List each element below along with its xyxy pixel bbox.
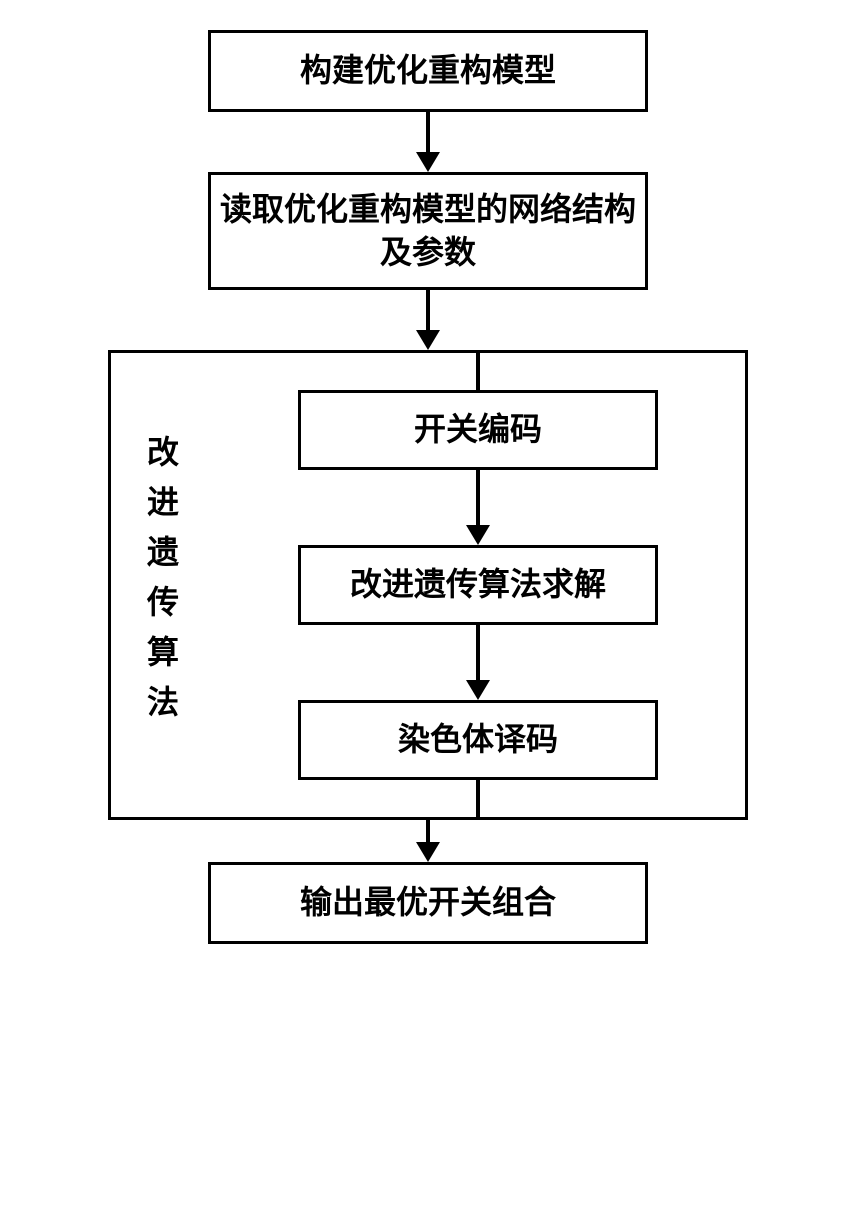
group-label-area: 改进遗传算法 xyxy=(111,353,211,817)
arrow-line xyxy=(426,290,430,330)
arrow xyxy=(416,290,440,350)
step-label: 读取优化重构模型的网络结构及参数 xyxy=(211,188,645,274)
arrow-head xyxy=(416,842,440,862)
group-label: 改进遗传算法 xyxy=(138,435,184,735)
group-content: 开关编码 改进遗传算法求解 染色体译码 xyxy=(211,353,745,817)
substep-ga-solve: 改进遗传算法求解 xyxy=(298,545,658,625)
step-read-params: 读取优化重构模型的网络结构及参数 xyxy=(208,172,648,290)
group-improved-ga: 改进遗传算法 开关编码 改进遗传算法求解 染色体译码 xyxy=(108,350,748,820)
arrow-line xyxy=(426,112,430,152)
substep-chromosome-decode: 染色体译码 xyxy=(298,700,658,780)
arrow-line xyxy=(426,820,430,842)
arrow xyxy=(416,112,440,172)
flowchart-container: 构建优化重构模型 读取优化重构模型的网络结构及参数 改进遗传算法 开关编码 改进… xyxy=(108,30,748,944)
arrow xyxy=(466,625,490,700)
step-label: 输出最优开关组合 xyxy=(300,881,556,924)
arrow-head xyxy=(416,330,440,350)
arrow-head xyxy=(466,680,490,700)
step-label: 染色体译码 xyxy=(398,718,558,761)
arrow-head xyxy=(416,152,440,172)
step-label: 开关编码 xyxy=(414,408,542,451)
arrow xyxy=(466,470,490,545)
arrow-head xyxy=(466,525,490,545)
step-output-optimal: 输出最优开关组合 xyxy=(208,862,648,944)
entry-line xyxy=(476,350,480,390)
substep-switch-encoding: 开关编码 xyxy=(298,390,658,470)
exit-line xyxy=(476,780,480,820)
arrow xyxy=(416,820,440,862)
step-build-model: 构建优化重构模型 xyxy=(208,30,648,112)
arrow-line xyxy=(476,470,480,525)
step-label: 改进遗传算法求解 xyxy=(350,563,606,606)
arrow-line xyxy=(476,625,480,680)
step-label: 构建优化重构模型 xyxy=(300,49,556,92)
